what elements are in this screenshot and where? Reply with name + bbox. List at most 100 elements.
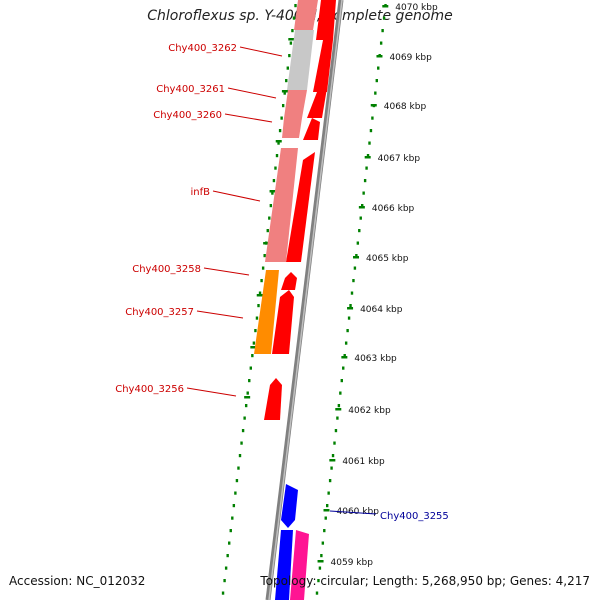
genome-backbone [265,0,344,600]
inner-ring-dot [258,291,262,295]
outer-ring-dot [334,429,338,433]
scale-tick-mark [317,560,324,563]
inner-ring-dot [278,129,282,133]
inner-ring-dot [283,91,286,95]
inner-ring-dot [246,391,249,395]
genome-backbone-highlight [268,0,343,600]
inner-dotted-ring [221,4,297,595]
inner-ring-dot [248,379,251,383]
scale-tick-label: 4059 kbp [331,558,374,568]
gene-label: Chy400_3262 [168,43,237,54]
outer-ring-dot [324,516,327,520]
inner-ring-dot [275,154,279,158]
outer-ring-dot [328,479,332,483]
gene-arrow-reverse [282,118,302,138]
scale-tick-label: 4060 kbp [337,507,380,517]
scale-tick-mark [335,408,342,411]
inner-ring-dot [269,204,273,208]
gene-label-leader [224,113,273,123]
outer-ring-dot [339,391,342,395]
inner-ring-dot [223,579,226,583]
gene-arrow-forward [316,0,336,40]
scale-labels: 4070 kbp 4069 kbp 4068 kbp 4067 kbp 4066 kbp… [317,3,438,568]
inner-ring-tick [281,90,288,93]
gene-labels-right: Chy400_3255 [329,510,449,522]
inner-ring-dot [228,541,231,545]
inner-ring-dot [281,104,285,108]
gene-label: infB [191,187,211,198]
scale-tick-mark [370,104,377,107]
outer-ring-dot [356,241,360,245]
inner-ring-dot [244,404,248,408]
outer-ring-dot [318,566,322,570]
inner-ring-tick [288,38,295,41]
outer-ring-dot [323,529,326,533]
inner-ring-dot [274,166,277,170]
scale-tick-label: 4062 kbp [348,406,391,416]
outer-ring-dot [327,491,330,495]
topology-text: Topology: circular; Length: 5,268,950 bp… [260,574,590,588]
scale-tick-label: 4064 kbp [360,305,403,315]
inner-ring-tick [275,140,282,143]
gene-arrow-reverse [284,90,307,118]
outer-ring-dot [349,304,352,308]
scale-tick-label: 4065 kbp [366,254,409,264]
inner-ring-dot [251,354,254,358]
inner-ring-dot [221,591,225,595]
scale-tick-label: 4066 kbp [372,204,415,214]
gene-label: Chy400_3258 [132,264,201,275]
outer-ring-dot [337,404,341,408]
gene-features [254,0,336,600]
accession-text: Accession: NC_012032 [9,574,146,588]
inner-ring-dot [234,491,237,495]
inner-ring-dot [261,266,265,270]
outer-ring-dot [331,454,335,458]
outer-ring-dot [381,29,384,33]
gene-arrow-blue [281,484,298,528]
outer-ring-dot [382,16,386,20]
outer-ring-dot [368,141,371,145]
outer-ring-dot [340,379,343,383]
inner-ring-dot [252,341,256,345]
scale-tick-mark [329,459,336,462]
inner-ring-dot [266,229,269,233]
inner-ring-dot [277,141,280,145]
inner-ring-dot [240,441,243,445]
inner-ring-tick [263,242,270,245]
gene-label-leader [227,87,277,99]
scale-tick-mark [358,206,365,209]
gene-arrow-reverse [294,0,318,30]
scale-tick-mark [347,307,354,310]
inner-ring-dot [257,304,260,308]
gene-label-leader [329,510,377,515]
inner-ring-dot [260,279,263,283]
inner-ring-dot [291,29,294,33]
outer-ring-dot [363,179,367,183]
inner-ring-dot [224,566,228,570]
inner-ring-tick [256,294,263,297]
outer-ring-dot [353,266,357,270]
outer-ring-dot [377,66,380,70]
outer-ring-dot [375,79,378,83]
gene-arrow-blue [275,530,293,600]
inner-ring-dot [263,254,266,258]
outer-ring-dot [326,504,329,508]
outer-ring-dot [330,466,333,470]
gene-arrow-forward [272,290,294,354]
scale-tick-mark [323,509,330,512]
inner-ring-dot [255,316,259,320]
inner-ring-dot [232,504,236,508]
gene-label-leader [186,387,237,397]
inner-ring-tick [244,396,251,399]
inner-ring-dot [288,54,291,58]
outer-ring-dot [346,329,349,333]
scale-tick-mark [341,356,348,359]
outer-ring-dot [361,204,364,208]
outer-ring-dot [379,41,383,45]
gene-arrow-pseudo [287,30,314,90]
gene-label: Chy400_3256 [115,384,184,395]
inner-ring-dot [241,429,245,433]
gene-arrow-pink [290,530,309,600]
inner-ring-dot [292,16,296,20]
